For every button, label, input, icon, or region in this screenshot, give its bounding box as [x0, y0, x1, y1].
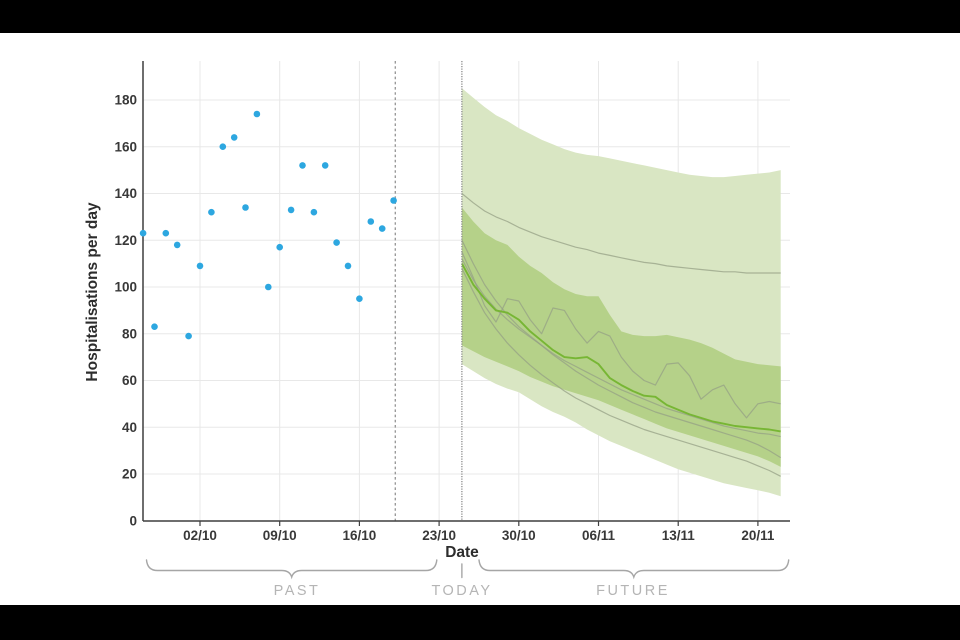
top-letterbox-bar	[0, 0, 960, 33]
observed-point	[219, 143, 227, 150]
past-brace	[145, 559, 438, 580]
observed-point	[344, 262, 352, 270]
observed-point	[310, 208, 318, 216]
observed-point	[390, 197, 397, 204]
y-tick-label: 0	[129, 513, 137, 528]
observed-point	[208, 208, 215, 216]
model-trajectory-line	[461, 193, 781, 274]
future-brace	[478, 559, 790, 580]
observed-point	[287, 206, 295, 214]
past-label: PAST	[274, 583, 321, 599]
forecast-trajectories	[461, 193, 782, 477]
axes	[142, 61, 790, 526]
observed-point	[162, 229, 170, 237]
x-tick-label: 09/10	[263, 528, 297, 543]
today-label: TODAY	[431, 583, 492, 599]
observed-point	[367, 218, 375, 225]
y-axis-title: Hospitalisations per day	[84, 202, 101, 382]
observed-point	[196, 262, 204, 270]
model-trajectory-line	[461, 239, 782, 459]
observed-point	[378, 225, 386, 232]
bottom-letterbox-bar	[0, 605, 960, 640]
observed-point	[242, 204, 249, 211]
y-tick-label: 20	[122, 467, 137, 482]
y-tick-label: 40	[122, 420, 137, 435]
x-tick-label: 23/10	[422, 528, 456, 543]
y-tick-label: 160	[114, 139, 137, 154]
timeline-braces	[145, 559, 790, 580]
tick-labels: 0 20 40 60 80 100 120 140 160 180 02/10 09/10 16/10 2…	[114, 93, 774, 543]
x-axis-title: Date	[445, 544, 479, 561]
observed-point	[321, 162, 329, 169]
y-tick-label: 180	[114, 93, 137, 108]
forecast-confidence-bands	[461, 88, 781, 497]
observed-point	[265, 283, 272, 291]
observed-point	[276, 243, 284, 251]
y-tick-label: 140	[114, 186, 137, 201]
observed-points	[139, 110, 397, 340]
observed-point	[185, 332, 192, 340]
observed-point	[230, 134, 238, 141]
inner-confidence-band	[461, 207, 781, 467]
vertical-marker-lines	[394, 61, 463, 521]
x-tick-label: 20/11	[741, 528, 775, 543]
observed-point	[356, 295, 363, 303]
observed-point	[333, 239, 340, 246]
y-tick-label: 80	[122, 326, 137, 341]
x-tick-label: 13/11	[662, 528, 696, 543]
x-tick-label: 16/10	[343, 528, 377, 543]
x-tick-label: 06/11	[582, 528, 616, 543]
y-tick-label: 120	[114, 233, 137, 248]
observed-point	[139, 229, 147, 237]
y-tick-label: 100	[114, 280, 137, 295]
model-trajectory-line	[461, 258, 781, 438]
x-tick-label: 02/10	[183, 528, 217, 543]
annotations: Hospitalisations per day Date PAST TODAY…	[84, 202, 790, 599]
observed-point	[253, 110, 261, 118]
observed-point	[299, 162, 306, 169]
x-tick-label: 30/10	[502, 528, 536, 543]
observed-point	[173, 241, 181, 249]
model-trajectory-line	[461, 268, 781, 477]
model-trajectory-line	[461, 251, 781, 419]
ensemble-median-line	[461, 263, 781, 433]
observed-point	[151, 323, 158, 331]
y-tick-label: 60	[122, 373, 137, 388]
future-label: FUTURE	[596, 583, 670, 599]
